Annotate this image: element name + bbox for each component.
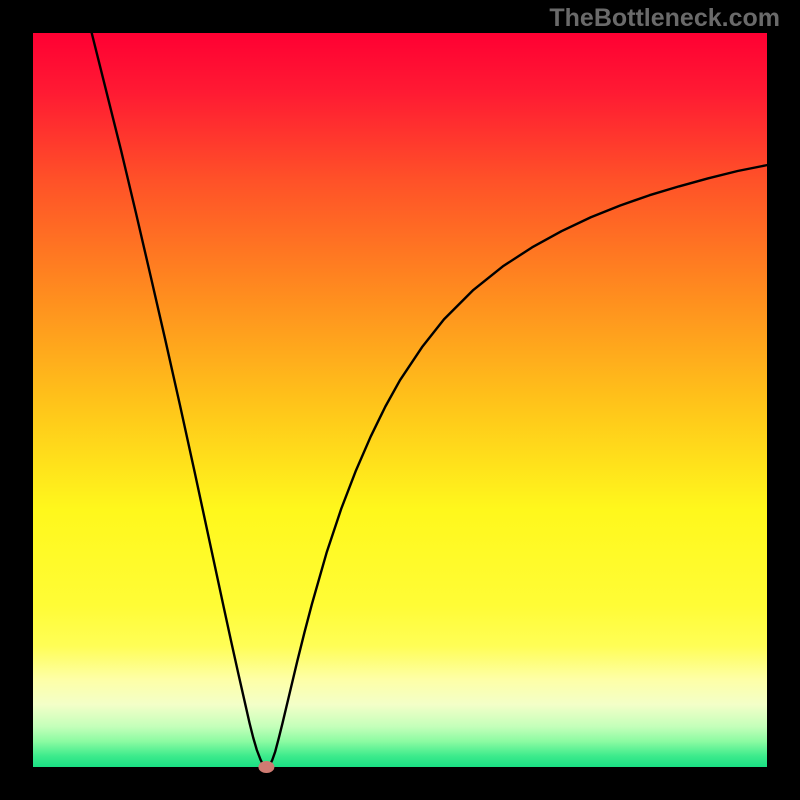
plot-area bbox=[33, 33, 767, 767]
chart-container: TheBottleneck.com bbox=[0, 0, 800, 800]
watermark-text: TheBottleneck.com bbox=[549, 4, 780, 33]
plot-svg bbox=[33, 33, 767, 767]
minimum-marker bbox=[258, 761, 274, 773]
gradient-background bbox=[33, 33, 767, 767]
